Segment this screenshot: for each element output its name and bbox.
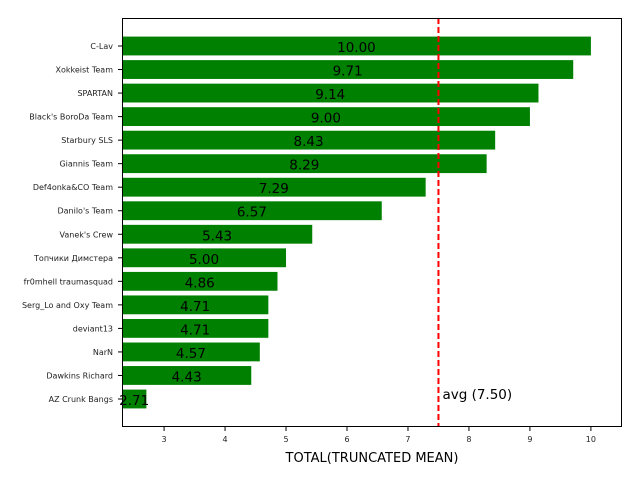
y-tick-label: Xokkeist Team bbox=[56, 66, 114, 75]
bar-value-label: 2.71 bbox=[119, 393, 149, 409]
y-tick-label: Giannis Team bbox=[59, 160, 113, 169]
y-tick-label: SPARTAN bbox=[77, 89, 113, 98]
bar-value-label: 6.57 bbox=[237, 205, 267, 221]
bar bbox=[122, 366, 252, 385]
bar bbox=[122, 271, 278, 291]
y-tick-label: Vanek's Crew bbox=[60, 230, 114, 239]
bar bbox=[122, 295, 269, 315]
average-label: avg (7.50) bbox=[442, 387, 512, 403]
bar-value-label: 9.00 bbox=[311, 111, 341, 127]
x-tick-label: 5 bbox=[283, 435, 288, 444]
bar-value-label: 8.43 bbox=[294, 134, 324, 150]
bar bbox=[122, 248, 287, 268]
bar bbox=[122, 36, 591, 56]
x-tick-label: 6 bbox=[344, 435, 349, 444]
bar bbox=[122, 342, 260, 362]
x-tick-label: 7 bbox=[405, 435, 410, 444]
bar bbox=[122, 83, 539, 103]
y-tick-label: Топчики Димстера bbox=[33, 254, 113, 263]
bar bbox=[122, 107, 530, 127]
bar bbox=[122, 318, 269, 338]
bar-value-label: 4.71 bbox=[180, 322, 210, 338]
bar bbox=[122, 60, 574, 79]
y-tick-label: deviant13 bbox=[73, 324, 113, 333]
bar-value-label: 10.00 bbox=[337, 40, 376, 56]
bar bbox=[122, 177, 426, 197]
y-tick-label: Danilo's Team bbox=[57, 207, 113, 216]
bar bbox=[122, 201, 382, 221]
y-tick-label: Starbury SLS bbox=[61, 136, 113, 145]
bar-value-label: 9.14 bbox=[315, 87, 345, 103]
bar-value-label: 4.71 bbox=[180, 299, 210, 315]
x-tick-label: 3 bbox=[162, 435, 167, 444]
bar bbox=[122, 130, 496, 150]
bar bbox=[122, 154, 487, 174]
x-tick-label: 4 bbox=[223, 435, 228, 444]
bar-value-label: 9.71 bbox=[333, 64, 363, 80]
y-tick-label: Black's BoroDa Team bbox=[29, 113, 113, 122]
y-tick-label: NarN bbox=[93, 348, 113, 357]
bar-value-label: 4.43 bbox=[172, 369, 202, 385]
bar bbox=[122, 389, 147, 409]
x-tick-label: 8 bbox=[466, 435, 471, 444]
bar-value-label: 5.43 bbox=[202, 228, 232, 244]
y-tick-label: Def4onka&CO Team bbox=[33, 183, 113, 192]
bar-value-label: 4.86 bbox=[185, 275, 215, 291]
bar-value-label: 8.29 bbox=[289, 158, 319, 174]
bar-value-label: 5.00 bbox=[189, 252, 219, 268]
x-axis-label: TOTAL(TRUNCATED MEAN) bbox=[285, 451, 459, 466]
y-tick-label: Dawkins Richard bbox=[46, 371, 113, 380]
bar-value-label: 7.29 bbox=[259, 181, 289, 197]
y-tick-label: C-Lav bbox=[90, 42, 113, 51]
plot-frame bbox=[122, 18, 622, 427]
x-tick-label: 9 bbox=[527, 435, 532, 444]
y-tick-label: Serg_Lo and Oxy Team bbox=[22, 301, 113, 310]
bar bbox=[122, 224, 313, 244]
bar-value-label: 4.57 bbox=[176, 346, 206, 362]
y-tick-label: fr0mhell traumasquad bbox=[24, 277, 113, 286]
y-tick-label: AZ Crunk Bangs bbox=[49, 395, 113, 404]
x-tick-label: 10 bbox=[586, 435, 596, 444]
